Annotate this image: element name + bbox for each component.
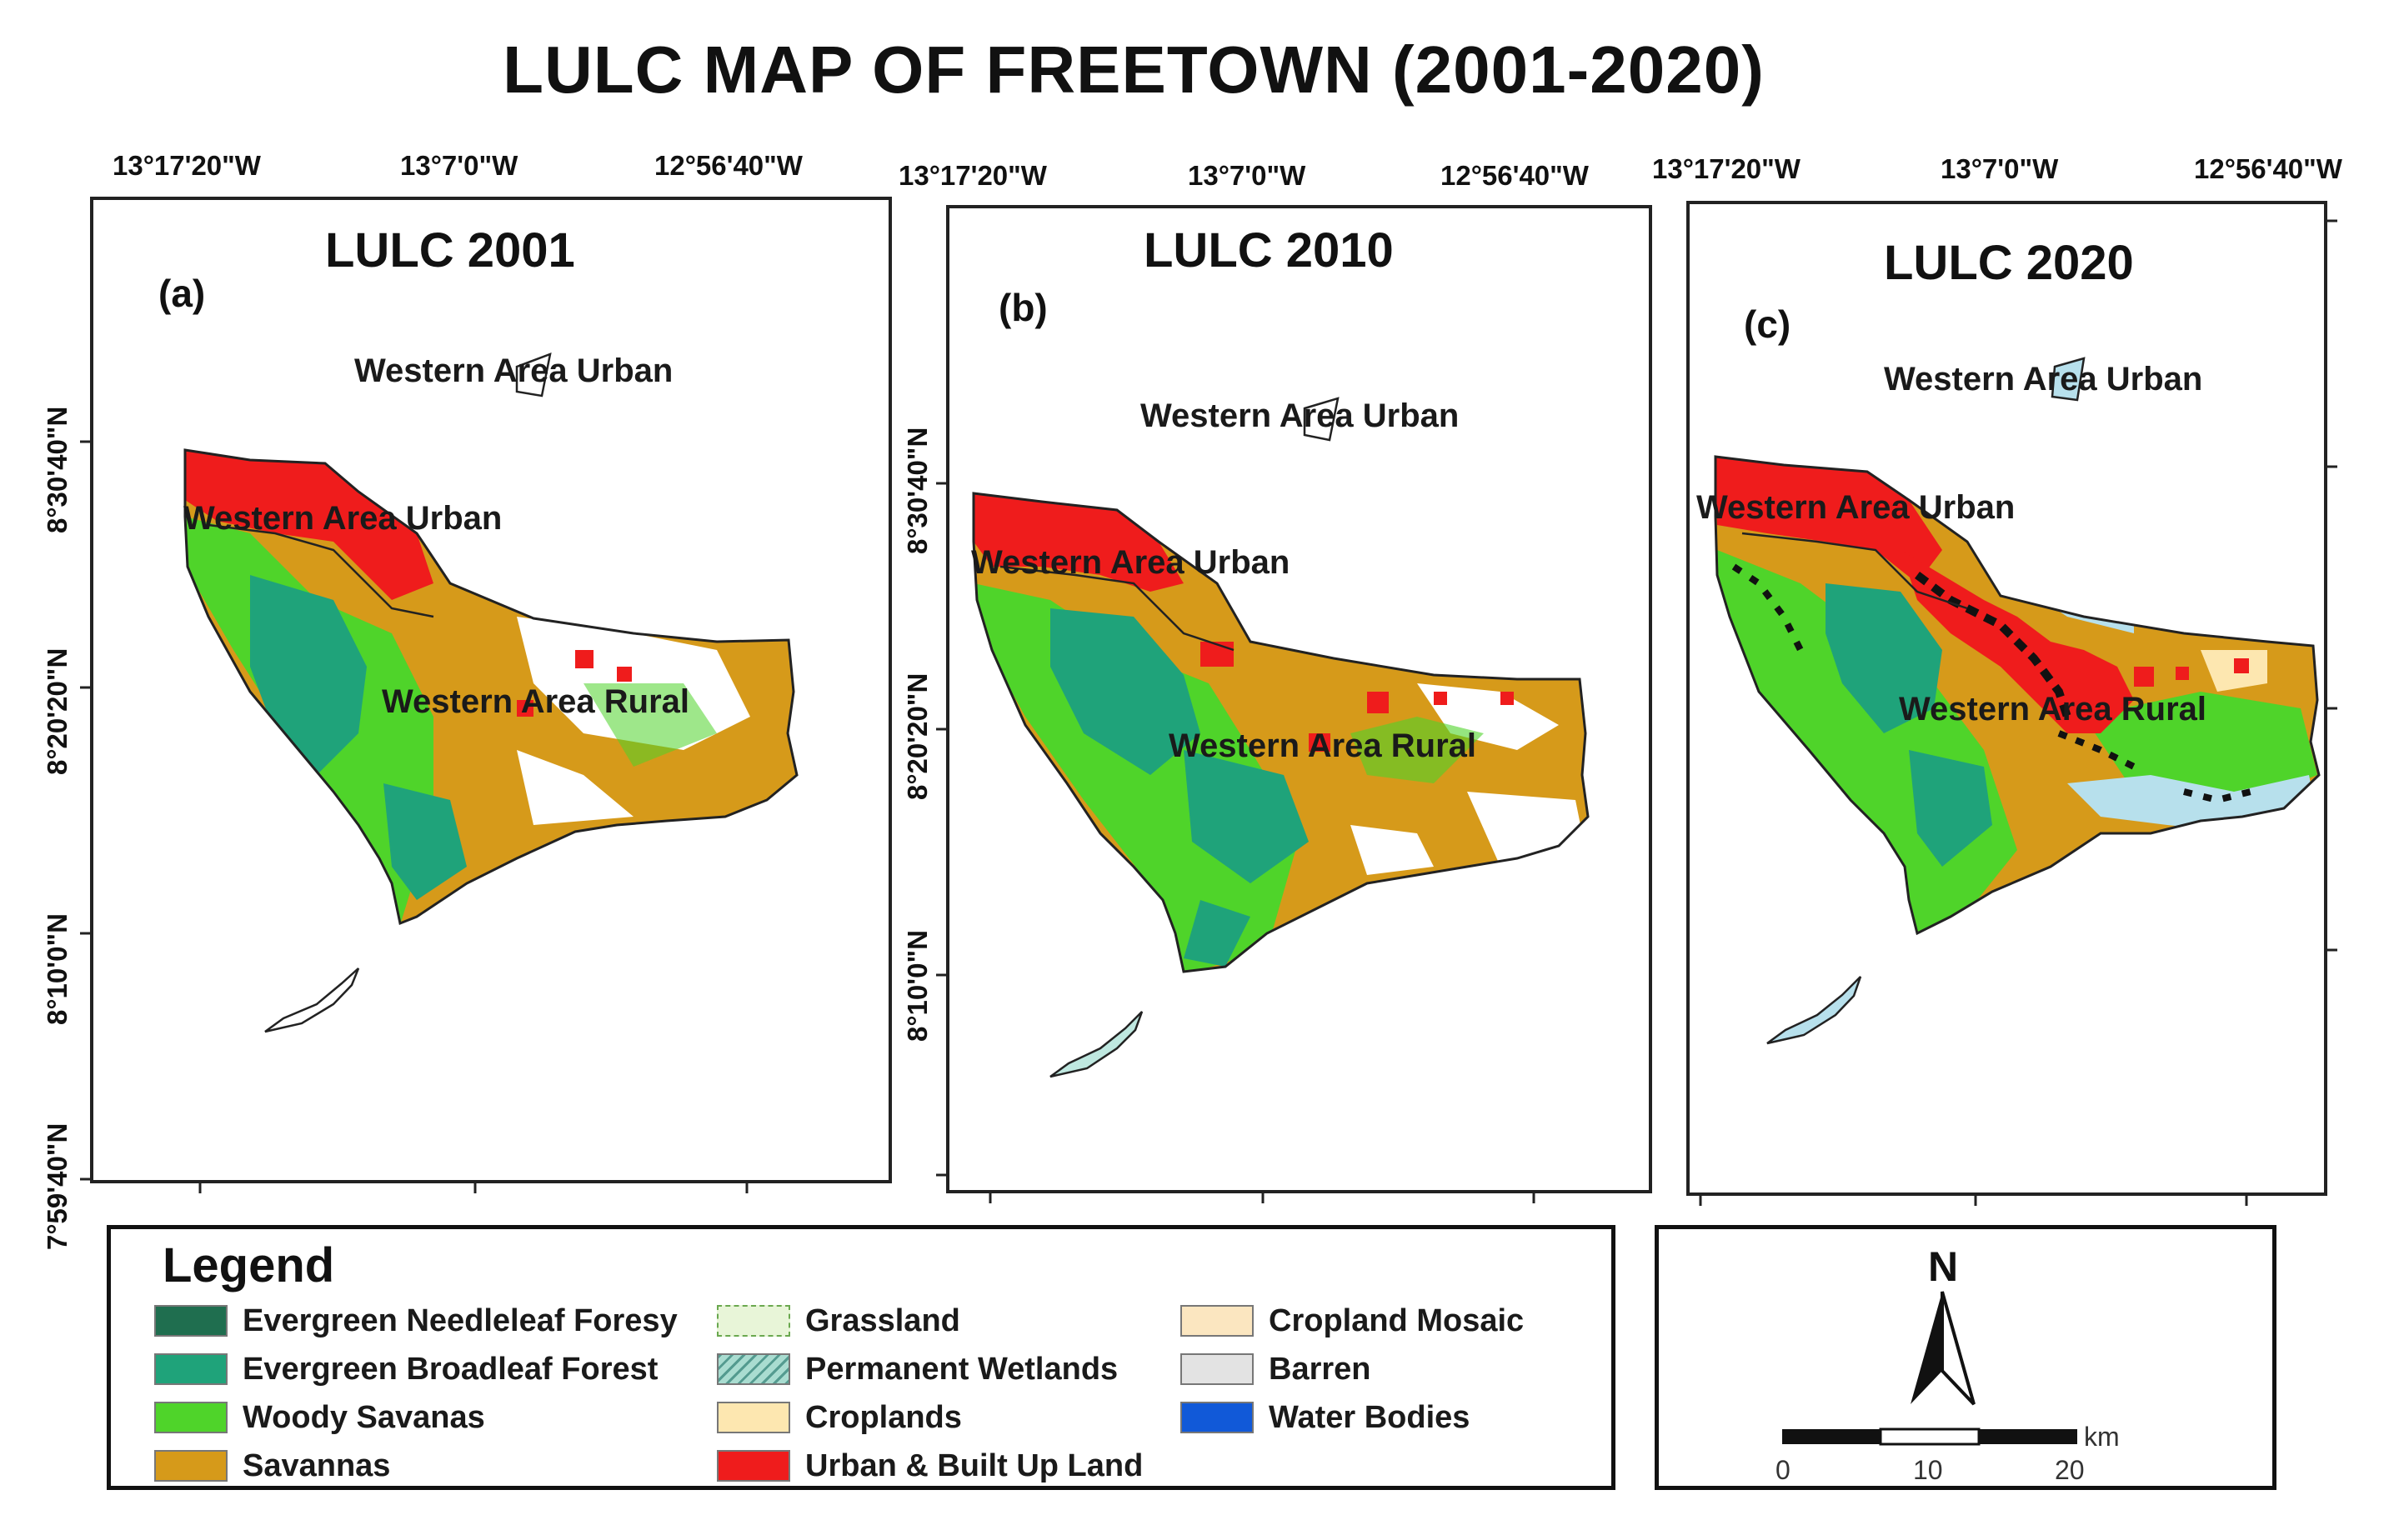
legend-label: Permanent Wetlands	[805, 1351, 1119, 1387]
scale-tick-10: 10	[1913, 1455, 1943, 1485]
scale-tick-0: 0	[1775, 1455, 1790, 1485]
frame-c	[1686, 201, 2327, 1196]
legend-item-evergreen-needleleaf: Evergreen Needleleaf Foresy	[154, 1302, 678, 1339]
legend-label: Savannas	[243, 1448, 391, 1483]
panel-letter-b: (b)	[999, 286, 1048, 329]
legend-item-evergreen-broadleaf: Evergreen Broadleaf Forest	[154, 1351, 658, 1388]
legend-item-permanent-wetlands: Permanent Wetlands	[717, 1351, 1118, 1388]
legend-swatch	[717, 1402, 790, 1433]
map-title: LULC MAP OF FREETOWN (2001-2020)	[503, 32, 1765, 107]
lon-tick-a-2: 13°7'0"W	[400, 150, 518, 181]
lat-tick-a-4: 7°59'40"N	[42, 1123, 73, 1250]
legend-swatch	[1180, 1402, 1254, 1433]
legend-label: Urban & Built Up Land	[805, 1448, 1144, 1483]
lon-tick-b-2: 13°7'0"W	[1188, 160, 1306, 191]
lat-tick-a-3: 8°10'0"N	[42, 913, 73, 1025]
region-label-b-1: Western Area Urban	[1140, 398, 1459, 434]
region-label-b-3: Western Area Rural	[1169, 728, 1476, 764]
lon-tick-b-1: 13°17'20"W	[899, 160, 1048, 191]
legend-label: Evergreen Needleleaf Foresy	[243, 1302, 678, 1338]
panel-letter-a: (a)	[158, 272, 205, 315]
scale-unit: km	[2084, 1422, 2120, 1452]
lon-tick-a-3: 12°56'40"W	[654, 150, 804, 181]
legend-item-savannas: Savannas	[154, 1448, 390, 1484]
region-label-a-1: Western Area Urban	[354, 352, 673, 389]
legend-item-barren: Barren	[1180, 1351, 1371, 1388]
lat-tick-a-2: 8°20'20"N	[42, 648, 73, 775]
lon-tick-c-2: 13°7'0"W	[1941, 153, 2059, 184]
panel-letter-c: (c)	[1744, 302, 1790, 346]
lon-tick-c-1: 13°17'20"W	[1652, 153, 1801, 184]
region-label-a-3: Western Area Rural	[382, 683, 689, 720]
north-arrow-scale-graphic: N km 0 10 20	[1775, 1243, 2120, 1485]
lon-tick-a-1: 13°17'20"W	[113, 150, 262, 181]
legend-item-cropland-mosaic: Cropland Mosaic	[1180, 1302, 1524, 1339]
legend-swatch	[717, 1353, 790, 1385]
legend-label: Croplands	[805, 1399, 962, 1435]
frame-b	[946, 205, 1652, 1193]
legend-swatch	[717, 1305, 790, 1337]
region-label-c-2: Western Area Urban	[1696, 489, 2015, 526]
legend-label: Grassland	[805, 1302, 960, 1338]
legend-swatch	[717, 1450, 790, 1482]
panel-title-a: LULC 2001	[325, 223, 575, 278]
scale-tick-20: 20	[2055, 1455, 2085, 1485]
north-label: N	[1928, 1243, 1958, 1290]
legend-item-grassland: Grassland	[717, 1302, 960, 1339]
region-label-a-2: Western Area Urban	[183, 500, 502, 537]
panel-title-b: LULC 2010	[1144, 223, 1394, 278]
scale-bar	[1782, 1428, 2077, 1446]
panel-title-c: LULC 2020	[1884, 236, 2134, 290]
frame-a	[90, 197, 892, 1183]
lon-tick-b-3: 12°56'40"W	[1440, 160, 1590, 191]
legend: Legend Evergreen Needleleaf Foresy Everg…	[107, 1225, 1615, 1490]
legend-title: Legend	[163, 1238, 335, 1292]
legend-label: Woody Savanas	[243, 1399, 485, 1435]
lon-tick-c-3: 12°56'40"W	[2194, 153, 2343, 184]
lat-tick-b-2: 8°20'20"N	[902, 673, 933, 800]
legend-label: Cropland Mosaic	[1269, 1302, 1525, 1338]
legend-swatch	[1180, 1305, 1254, 1337]
legend-label: Water Bodies	[1269, 1399, 1470, 1435]
legend-swatch	[1180, 1353, 1254, 1385]
legend-swatch	[154, 1450, 228, 1482]
legend-item-urban-built-up: Urban & Built Up Land	[717, 1448, 1143, 1484]
legend-swatch	[154, 1402, 228, 1433]
north-arrow-icon	[1911, 1291, 1976, 1406]
legend-swatch	[154, 1353, 228, 1385]
region-label-b-2: Western Area Urban	[971, 544, 1290, 581]
lat-tick-a-1: 8°30'40"N	[42, 407, 73, 533]
legend-label: Evergreen Broadleaf Forest	[243, 1351, 659, 1387]
legend-label: Barren	[1269, 1351, 1371, 1387]
legend-item-woody-savanas: Woody Savanas	[154, 1399, 485, 1436]
legend-item-water-bodies: Water Bodies	[1180, 1399, 1470, 1436]
region-label-c-1: Western Area Urban	[1884, 361, 2202, 398]
lat-tick-b-3: 8°10'0"N	[902, 930, 933, 1042]
region-label-c-3: Western Area Rural	[1899, 691, 2206, 728]
legend-swatch	[154, 1305, 228, 1337]
lat-tick-b-1: 8°30'40"N	[902, 428, 933, 554]
legend-item-croplands: Croplands	[717, 1399, 962, 1436]
north-arrow-scale-box: N km 0 10 20	[1655, 1225, 2276, 1490]
